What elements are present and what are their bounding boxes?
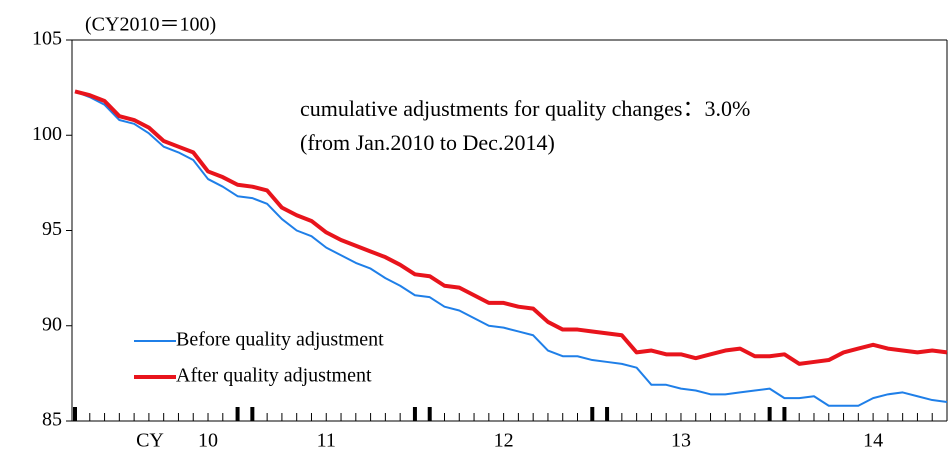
y-tick-label: 105	[32, 28, 62, 50]
y-tick-label: 85	[42, 409, 62, 431]
y-tick-label: 90	[42, 313, 62, 335]
x-prefix: CY	[136, 430, 164, 452]
x-tick-label: 12	[494, 430, 514, 452]
y-tick-label: 100	[32, 123, 62, 145]
annotation: cumulative adjustments for quality chang…	[300, 96, 750, 121]
x-tick-label: 11	[317, 430, 336, 452]
series-line	[74, 89, 948, 366]
legend-label: After quality adjustment	[176, 365, 372, 387]
annotation: (from Jan.2010 to Dec.2014)	[300, 130, 555, 155]
y-tick-label: 95	[42, 218, 62, 240]
x-tick-label: 10	[198, 430, 218, 452]
unit-note: (CY2010＝100)	[85, 14, 216, 36]
legend-label: Before quality adjustment	[176, 329, 384, 351]
x-tick-label: 14	[863, 430, 883, 452]
x-tick-label: 13	[671, 430, 691, 452]
series-line	[74, 90, 948, 407]
